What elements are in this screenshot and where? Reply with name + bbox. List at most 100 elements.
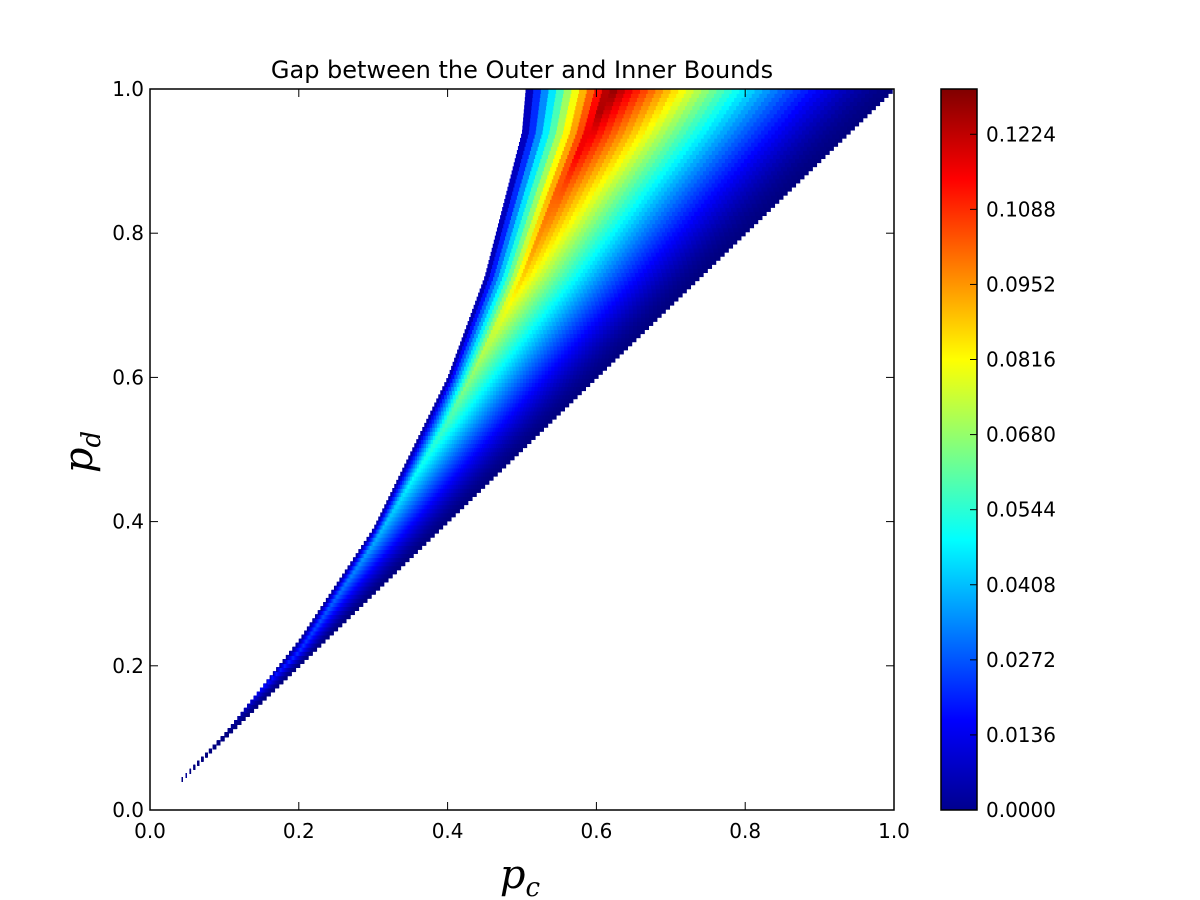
contour-cell: [529, 431, 533, 436]
contour-cell: [332, 589, 334, 595]
contour-cell: [334, 585, 337, 591]
contour-cell: [430, 410, 434, 416]
contour-cell: [559, 378, 564, 383]
contour-cell: [357, 581, 359, 587]
contour-cell: [461, 378, 466, 383]
contour-cell: [471, 439, 475, 445]
contour-cell: [404, 524, 407, 530]
contour-cell: [353, 565, 355, 571]
contour-cell: [348, 589, 351, 595]
contour-cell: [477, 431, 481, 436]
contour-cell: [509, 451, 513, 457]
contour-cell: [341, 589, 344, 595]
contour-cell: [511, 361, 516, 367]
contour-cell: [404, 549, 407, 554]
contour-cell: [448, 471, 452, 477]
contour-cell: [445, 455, 449, 461]
contour-cell: [421, 479, 424, 485]
contour-cell: [332, 593, 334, 599]
contour-cell: [431, 500, 435, 506]
contour-cell: [454, 463, 458, 469]
contour-cell: [587, 357, 592, 363]
contour-cell: [432, 426, 436, 432]
contour-cell: [385, 516, 389, 522]
contour-cell: [542, 422, 546, 428]
contour-cell: [491, 418, 495, 424]
contour-cell: [558, 386, 563, 392]
contour-cell: [358, 565, 361, 571]
contour-cell: [401, 553, 403, 559]
contour-cell: [465, 492, 468, 497]
contour-cell: [402, 561, 405, 567]
contour-cell: [507, 390, 512, 396]
contour-cell: [478, 439, 482, 445]
contour-cell: [468, 459, 472, 465]
contour-cell: [419, 532, 422, 538]
contour-cell: [375, 549, 378, 554]
contour-cell: [474, 488, 478, 493]
contour-cell: [404, 492, 408, 497]
contour-cell: [385, 553, 388, 559]
contour-cell: [374, 549, 377, 554]
contour-cell: [388, 524, 391, 530]
contour-cell: [447, 500, 450, 506]
contour-cell: [351, 585, 354, 591]
contour-cell: [440, 439, 444, 445]
contour-cell: [580, 365, 585, 371]
contour-cell: [522, 386, 527, 392]
contour-cell: [429, 422, 433, 428]
contour-cell: [390, 532, 393, 538]
contour-cell: [494, 463, 498, 469]
contour-cell: [399, 549, 403, 554]
contour-cell: [384, 516, 387, 522]
contour-cell: [385, 540, 388, 546]
contour-cell: [474, 357, 479, 363]
contour-cell: [478, 418, 482, 424]
contour-cell: [435, 431, 439, 436]
contour-cell: [494, 369, 499, 375]
contour-cell: [390, 553, 393, 559]
contour-cell: [416, 483, 420, 489]
contour-cell: [344, 577, 347, 583]
contour-cell: [376, 540, 379, 546]
contour-cell: [444, 463, 448, 469]
contour-cell: [463, 488, 467, 493]
contour-cell: [537, 402, 542, 408]
contour-cell: [450, 512, 453, 518]
contour-cell: [456, 463, 460, 469]
contour-cell: [411, 549, 414, 554]
contour-cell: [516, 394, 520, 400]
contour-cell: [388, 573, 391, 579]
contour-cell: [464, 500, 467, 506]
contour-cell: [500, 406, 505, 412]
contour-cell: [562, 378, 567, 383]
contour-cell: [457, 410, 461, 416]
contour-cell: [478, 488, 481, 493]
contour-cell: [337, 597, 340, 603]
contour-cell: [453, 512, 456, 518]
contour-cell: [554, 361, 559, 367]
contour-cell: [432, 455, 436, 461]
contour-cell: [448, 512, 452, 518]
contour-cell: [345, 569, 348, 575]
contour-cell: [418, 471, 422, 477]
contour-cell: [398, 553, 401, 559]
contour-cell: [391, 549, 394, 554]
contour-cell: [480, 463, 483, 469]
contour-cell: [535, 374, 540, 379]
contour-cell: [351, 589, 354, 595]
contour-cell: [530, 418, 535, 424]
contour-cell: [386, 520, 389, 526]
contour-cell: [420, 516, 423, 522]
contour-cell: [528, 365, 533, 371]
contour-cell: [579, 374, 584, 379]
contour-cell: [397, 512, 400, 518]
contour-cell: [440, 459, 444, 465]
contour-cell: [330, 597, 333, 603]
contour-cell: [425, 536, 428, 542]
contour-cell: [360, 549, 363, 554]
contour-cell: [384, 512, 388, 518]
contour-cell: [366, 561, 368, 567]
contour-cell: [503, 463, 507, 469]
contour-cell: [434, 459, 438, 465]
